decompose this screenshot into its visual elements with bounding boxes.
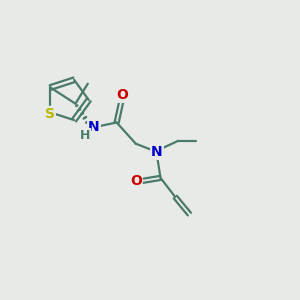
Text: S: S [45,107,55,121]
Text: N: N [151,145,163,159]
Text: O: O [130,174,142,188]
Text: N: N [88,120,100,134]
Text: O: O [116,88,128,102]
Text: H: H [80,129,90,142]
